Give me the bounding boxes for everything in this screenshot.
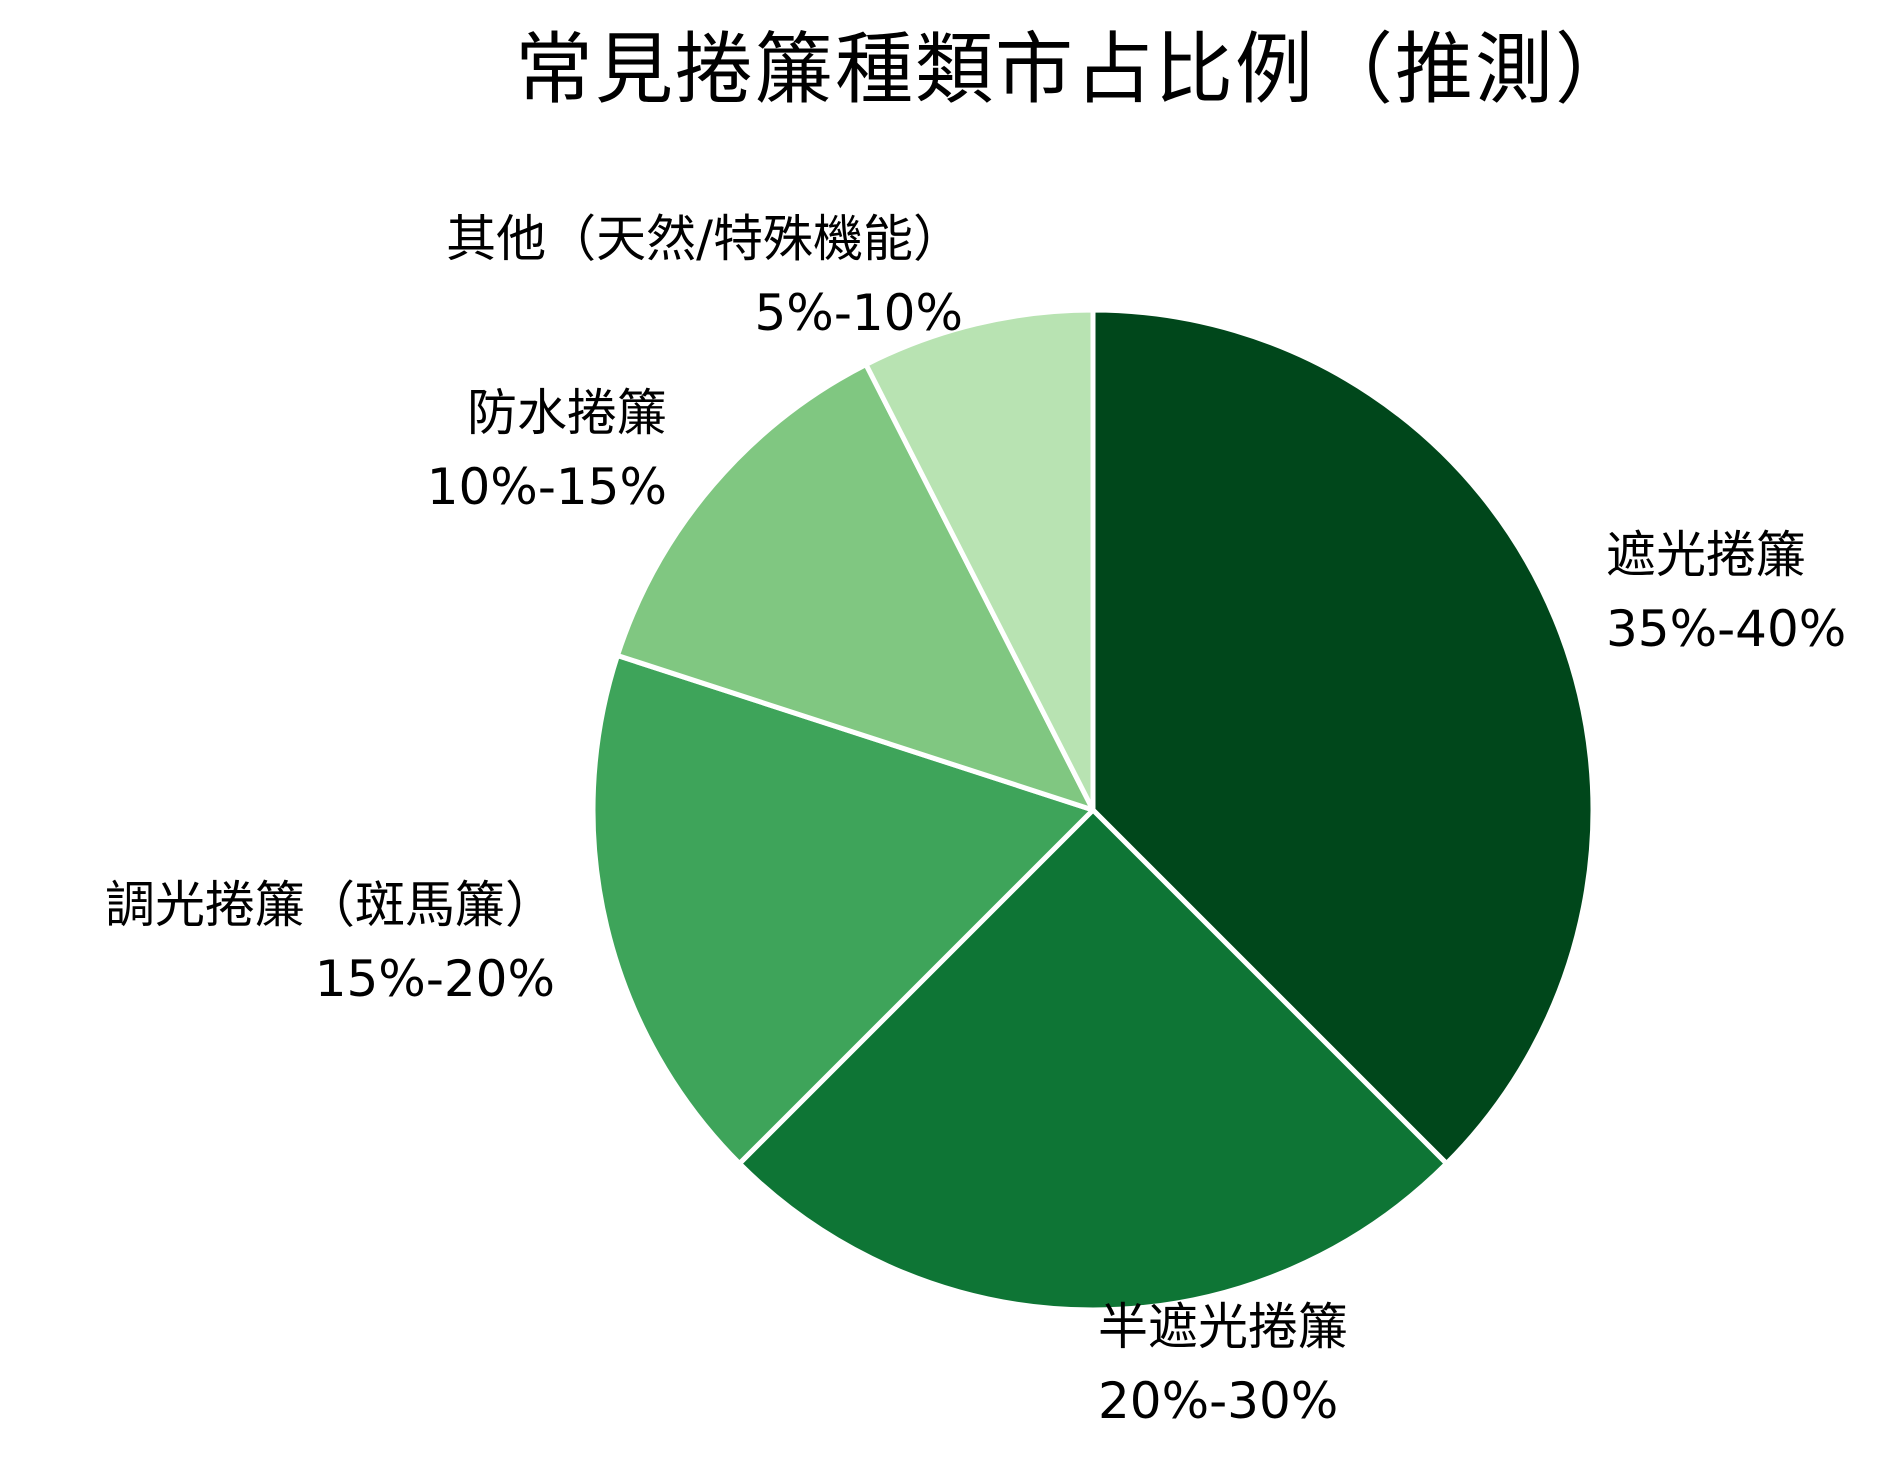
slice-label-name: 半遮光捲簾: [1098, 1298, 1348, 1356]
slice-label-name: 遮光捲簾: [1606, 526, 1806, 584]
slice-label-waterproof: 防水捲簾 10%-15%: [427, 376, 667, 524]
pie-slice: [863, 307, 1096, 813]
pie-slice: [614, 362, 1096, 813]
slice-label-other: 其他（天然/特殊機能） 5%-10%: [446, 202, 963, 350]
slice-label-semi-blackout: 半遮光捲簾 20%-30%: [1098, 1290, 1348, 1438]
slice-label-percent: 10%-15%: [426, 458, 667, 516]
slice-label-name: 防水捲簾: [467, 384, 667, 442]
pie-slices: [590, 307, 1596, 1313]
slice-label-percent: 20%-30%: [1098, 1372, 1339, 1430]
slice-label-percent: 5%-10%: [754, 284, 964, 342]
slice-label-percent: 35%-40%: [1606, 600, 1847, 658]
slice-label-percent: 15%-20%: [314, 950, 555, 1008]
pie-slice: [590, 652, 1096, 1167]
slice-label-name: 其他（天然/特殊機能）: [446, 210, 963, 268]
pie-slice: [736, 807, 1450, 1313]
slice-label-zebra: 調光捲簾（斑馬簾） 15%-20%: [105, 868, 555, 1016]
slice-label-blackout: 遮光捲簾 35%-40%: [1606, 518, 1846, 666]
slice-label-name: 調光捲簾（斑馬簾）: [105, 876, 555, 934]
pie-slice: [1090, 307, 1596, 1167]
chart-title: 常見捲簾種類市占比例（推測）: [514, 25, 1635, 115]
